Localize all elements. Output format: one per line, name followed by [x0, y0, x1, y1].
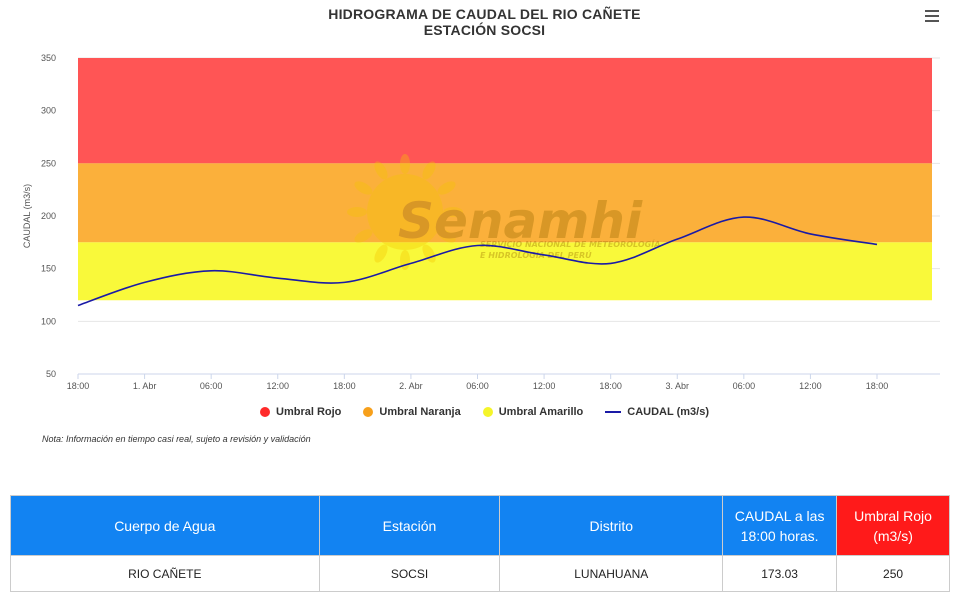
- x-tick-label: 1. Abr: [133, 381, 157, 391]
- cell-caudal: 173.03: [722, 555, 838, 592]
- legend-label: CAUDAL (m3/s): [627, 406, 709, 418]
- legend-dot-icon: [260, 407, 270, 417]
- x-tick-label: 18:00: [67, 381, 90, 391]
- y-tick-label: 200: [41, 211, 56, 221]
- threshold-band: [78, 58, 932, 164]
- table-row: RIO CAÑETE SOCSI LUNAHUANA 173.03 250: [10, 555, 950, 592]
- hydrograph-chart: HIDROGRAMA DE CAUDAL DEL RIO CAÑETE ESTA…: [0, 6, 969, 444]
- y-tick-label: 150: [41, 264, 56, 274]
- y-tick-label: 250: [41, 158, 56, 168]
- watermark-brand: Senamhi: [398, 192, 643, 250]
- hamburger-menu-icon[interactable]: [925, 10, 939, 22]
- chart-legend: Umbral Rojo Umbral Naranja Umbral Amaril…: [0, 406, 969, 418]
- watermark-ray-icon: [422, 244, 436, 263]
- legend-dot-icon: [363, 407, 374, 417]
- watermark-ray-icon: [354, 229, 373, 243]
- x-tick-label: 2. Abr: [399, 381, 423, 391]
- x-tick-label: 06:00: [733, 381, 756, 391]
- chart-subtitle: ESTACIÓN SOCSI: [423, 22, 546, 38]
- watermark-ray-icon: [437, 229, 456, 243]
- header-umbral-rojo: Umbral Rojo (m3/s): [836, 495, 950, 556]
- header-cuerpo-de-agua: Cuerpo de Agua: [10, 495, 320, 556]
- x-tick-label: 18:00: [599, 381, 622, 391]
- cell-estacion: SOCSI: [318, 555, 501, 592]
- x-tick-label: 12:00: [799, 381, 822, 391]
- table-header-row: Cuerpo de Agua Estación Distrito CAUDAL …: [10, 495, 950, 556]
- watermark-ray-icon: [354, 181, 373, 195]
- legend-label: Umbral Rojo: [276, 406, 342, 418]
- cell-cuerpo-de-agua: RIO CAÑETE: [10, 555, 320, 592]
- legend-line-icon: [605, 411, 622, 413]
- header-distrito: Distrito: [499, 495, 724, 556]
- legend-item-umbral-rojo[interactable]: Umbral Rojo: [260, 406, 341, 418]
- y-tick-label: 50: [46, 369, 56, 379]
- x-tick-label: 12:00: [533, 381, 556, 391]
- legend-label: Umbral Naranja: [379, 406, 461, 418]
- legend-label: Umbral Amarillo: [498, 406, 584, 418]
- chart-title-line1: HIDROGRAMA DE CAUDAL DEL RIO CAÑETE: [328, 6, 641, 22]
- y-tick-label: 350: [41, 53, 56, 63]
- y-tick-label: 300: [41, 106, 56, 116]
- watermark-ray-icon: [374, 244, 388, 263]
- legend-item-caudal[interactable]: CAUDAL (m3/s): [605, 406, 709, 418]
- x-tick-label: 06:00: [466, 381, 489, 391]
- watermark-ray-icon: [437, 181, 456, 195]
- x-tick-label: 18:00: [333, 381, 356, 391]
- header-caudal: CAUDAL a las 18:00 horas.: [722, 495, 838, 556]
- cell-umbral-rojo: 250: [836, 555, 950, 592]
- header-estacion: Estación: [318, 495, 501, 556]
- watermark-ray-icon: [443, 207, 463, 217]
- legend-dot-icon: [482, 407, 493, 417]
- legend-item-umbral-amarillo[interactable]: Umbral Amarillo: [482, 406, 584, 418]
- threshold-band: [78, 163, 932, 243]
- x-tick-label: 12:00: [266, 381, 289, 391]
- watermark-ray-icon: [422, 161, 436, 180]
- cell-distrito: LUNAHUANA: [499, 555, 724, 592]
- station-table: Cuerpo de Agua Estación Distrito CAUDAL …: [10, 495, 950, 592]
- x-tick-label: 3. Abr: [665, 381, 689, 391]
- watermark-ray-icon: [400, 154, 410, 174]
- watermark-ray-icon: [347, 207, 367, 217]
- x-tick-label: 18:00: [866, 381, 889, 391]
- x-tick-label: 06:00: [200, 381, 223, 391]
- y-axis-title: CAUDAL (m3/s): [22, 184, 32, 248]
- watermark-tagline: SERVICIO NACIONAL DE METEOROLOGÍA: [480, 238, 660, 249]
- watermark-ray-icon: [374, 161, 388, 180]
- chart-title: HIDROGRAMA DE CAUDAL DEL RIO CAÑETE ESTA…: [0, 6, 969, 38]
- legend-item-umbral-naranja[interactable]: Umbral Naranja: [363, 406, 461, 418]
- watermark-sun-icon: [367, 174, 443, 250]
- watermark-tagline: E HIDROLOGÍA DEL PERÚ: [480, 249, 592, 260]
- chart-note: Nota: Información en tiempo casi real, s…: [42, 434, 311, 444]
- y-tick-label: 100: [41, 316, 56, 326]
